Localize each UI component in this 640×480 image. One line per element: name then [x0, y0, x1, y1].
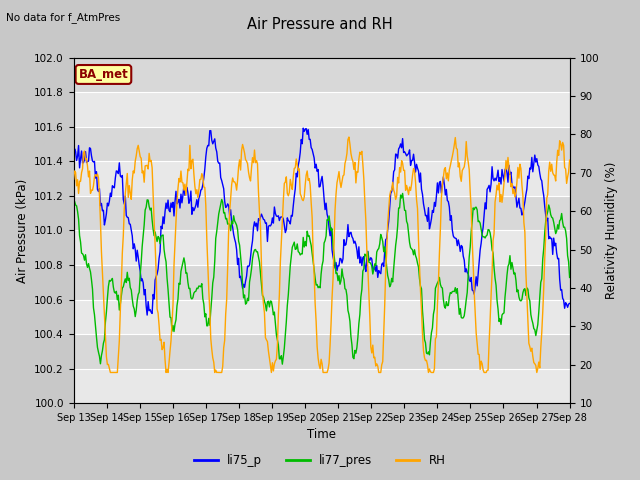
- Bar: [74, 334, 570, 369]
- Text: No data for f_AtmPres: No data for f_AtmPres: [6, 12, 121, 23]
- Text: BA_met: BA_met: [79, 68, 128, 81]
- Bar: [74, 265, 570, 300]
- Bar: [74, 230, 570, 265]
- Y-axis label: Relativity Humidity (%): Relativity Humidity (%): [605, 162, 618, 299]
- Bar: [74, 92, 570, 127]
- Y-axis label: Air Pressure (kPa): Air Pressure (kPa): [15, 178, 29, 283]
- Bar: [74, 300, 570, 334]
- Legend: li75_p, li77_pres, RH: li75_p, li77_pres, RH: [189, 449, 451, 472]
- X-axis label: Time: Time: [307, 429, 336, 442]
- Text: Air Pressure and RH: Air Pressure and RH: [247, 17, 393, 32]
- Bar: [74, 161, 570, 196]
- Bar: [74, 369, 570, 403]
- Bar: [74, 127, 570, 161]
- Bar: [74, 58, 570, 92]
- Bar: [74, 196, 570, 230]
